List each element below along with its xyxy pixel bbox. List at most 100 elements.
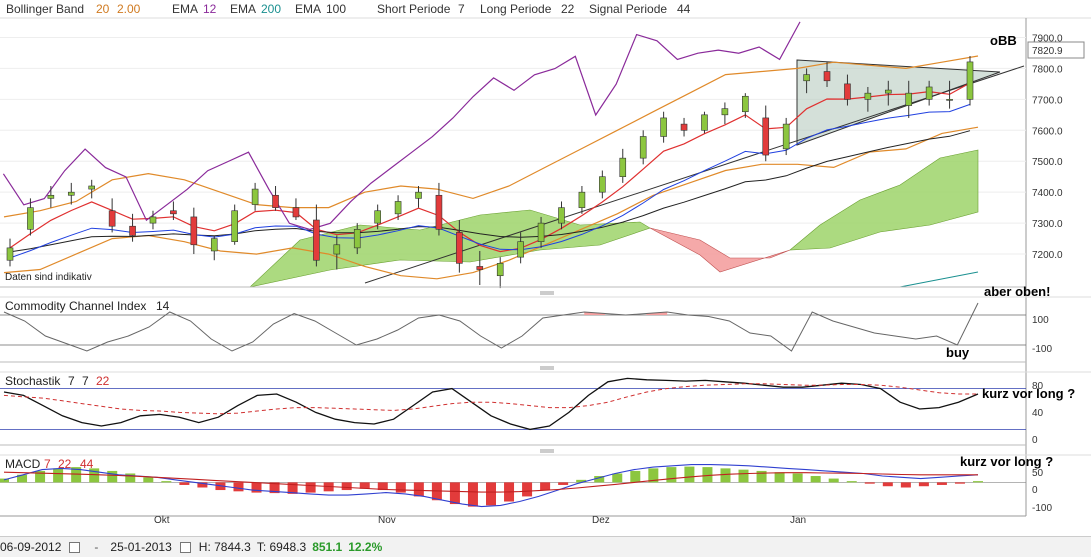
candle-body bbox=[599, 176, 606, 193]
macd-histogram-bar bbox=[359, 482, 370, 489]
candlesticks bbox=[6, 56, 974, 289]
kumo-red bbox=[649, 227, 791, 273]
macd-histogram-bar bbox=[720, 468, 731, 483]
macd-histogram-bar bbox=[53, 468, 64, 483]
price-panel: 7900.0 7800.0 7700.0 7600.0 7500.0 7400.0 7300… bbox=[0, 21, 1085, 295]
legend-signal-val: 44 bbox=[677, 2, 691, 16]
last-price-box bbox=[1027, 41, 1085, 59]
legend-short-label: Short Periode bbox=[377, 2, 451, 16]
stoch-p2: 7 bbox=[82, 374, 89, 388]
macd-annotation: kurz vor long ? bbox=[960, 454, 1053, 469]
stoch-title: Stochastik bbox=[5, 374, 61, 388]
candle-body bbox=[27, 207, 34, 230]
end-date[interactable]: 25-01-2013 bbox=[110, 540, 172, 554]
macd-histogram-bar bbox=[251, 482, 262, 493]
candle-body bbox=[67, 191, 75, 196]
macd-histogram-bar bbox=[918, 482, 929, 487]
candle-body bbox=[374, 210, 381, 224]
stoch-k-line bbox=[3, 377, 979, 431]
candle-body bbox=[803, 74, 810, 82]
macd-histogram-bar bbox=[413, 482, 424, 497]
candle-body bbox=[925, 86, 933, 100]
macd-histogram-bar bbox=[846, 481, 857, 483]
panel-resize-handle[interactable] bbox=[540, 449, 554, 453]
candle-body bbox=[884, 89, 892, 94]
stoch-p3: 22 bbox=[96, 374, 110, 388]
macd-histogram-bar bbox=[774, 472, 785, 483]
macd-line bbox=[3, 464, 979, 508]
candle-body bbox=[823, 71, 831, 82]
stoch-annotation: kurz vor long ? bbox=[982, 386, 1075, 401]
candle-body bbox=[966, 61, 974, 100]
x-tick-jan: Jan bbox=[790, 515, 806, 526]
candle-body bbox=[251, 188, 259, 205]
high-value: H: 7844.3 bbox=[198, 540, 251, 554]
macd-histogram-bar bbox=[558, 482, 569, 485]
kumo-green-2 bbox=[789, 149, 979, 251]
candle-body bbox=[88, 185, 96, 190]
stoch-tick-40: 40 bbox=[1032, 408, 1044, 419]
start-calendar-icon[interactable] bbox=[69, 541, 81, 553]
macd-histogram-bar bbox=[756, 470, 767, 483]
macd-histogram-bar bbox=[630, 470, 641, 483]
macd-histogram-bar bbox=[377, 482, 388, 491]
candle-body bbox=[313, 219, 320, 261]
legend-long-label: Long Periode bbox=[480, 2, 552, 16]
macd-panel: MACD 7 22 44 50 0 -100 kurz vor long ? bbox=[0, 454, 1091, 517]
macd-histogram-bar bbox=[71, 467, 82, 483]
legend-ema3-label: EMA bbox=[295, 2, 321, 16]
stoch-tick-0: 0 bbox=[1032, 435, 1038, 446]
macd-histogram-bar bbox=[197, 482, 208, 488]
candle-body bbox=[231, 210, 238, 242]
candle-body bbox=[210, 238, 218, 252]
candle-body bbox=[762, 117, 770, 156]
candle-body bbox=[578, 191, 586, 208]
price-tick-label: 7500.0 bbox=[1032, 157, 1063, 168]
legend-ema2-label: EMA bbox=[230, 2, 256, 16]
candle-body bbox=[721, 108, 729, 116]
date-dash: - bbox=[94, 540, 99, 554]
legend-bollinger-p1: 20 bbox=[96, 2, 110, 16]
end-calendar-icon[interactable] bbox=[179, 541, 191, 553]
start-date[interactable]: 06-09-2012 bbox=[0, 540, 62, 554]
chart-svg: Bollinger Band 20 2.00 EMA 12 EMA 200 EM… bbox=[0, 2, 1091, 526]
candle-body bbox=[353, 229, 361, 249]
candle-body bbox=[415, 191, 422, 199]
candle-body bbox=[108, 210, 116, 227]
panel-resize-handle[interactable] bbox=[540, 366, 554, 370]
macd-histogram-bar bbox=[305, 482, 316, 493]
obb-annotation: oBB bbox=[990, 33, 1017, 48]
candle-body bbox=[742, 95, 749, 113]
candle-body bbox=[129, 225, 136, 236]
macd-histogram-bar bbox=[341, 482, 352, 491]
candle-body bbox=[170, 210, 177, 215]
candle-body bbox=[537, 222, 545, 242]
stoch-d-line bbox=[3, 383, 978, 415]
macd-p1: 7 bbox=[44, 457, 51, 471]
macd-histogram-bar bbox=[179, 482, 190, 485]
bollinger-upper-line bbox=[3, 55, 979, 218]
cci-annotation-top: aber oben! bbox=[984, 284, 1050, 299]
ema200-line bbox=[899, 271, 979, 288]
cci-tick-minus-100: -100 bbox=[1032, 344, 1052, 355]
panel-resize-handle[interactable] bbox=[540, 291, 554, 295]
macd-plot bbox=[0, 464, 1026, 508]
candle-body bbox=[47, 194, 55, 199]
legend-ema3-val: 100 bbox=[326, 2, 346, 16]
candle-body bbox=[149, 216, 157, 224]
candle-body bbox=[558, 207, 565, 224]
candle-body bbox=[456, 232, 463, 264]
trend-line bbox=[364, 65, 1025, 284]
indicative-note: Daten sind indikativ bbox=[5, 272, 92, 283]
candle-body bbox=[333, 244, 341, 255]
macd-histogram-bar bbox=[0, 478, 9, 483]
bollinger-lower-line bbox=[3, 126, 979, 280]
candle-body bbox=[272, 194, 279, 208]
legend-long-val: 22 bbox=[561, 2, 575, 16]
price-tick-label: 7900.0 bbox=[1032, 33, 1063, 44]
candle-body bbox=[680, 123, 688, 131]
indicator-lines bbox=[2, 21, 979, 288]
candle-body bbox=[619, 157, 627, 178]
candle-body bbox=[639, 136, 647, 159]
macd-histogram-bar bbox=[35, 470, 46, 483]
